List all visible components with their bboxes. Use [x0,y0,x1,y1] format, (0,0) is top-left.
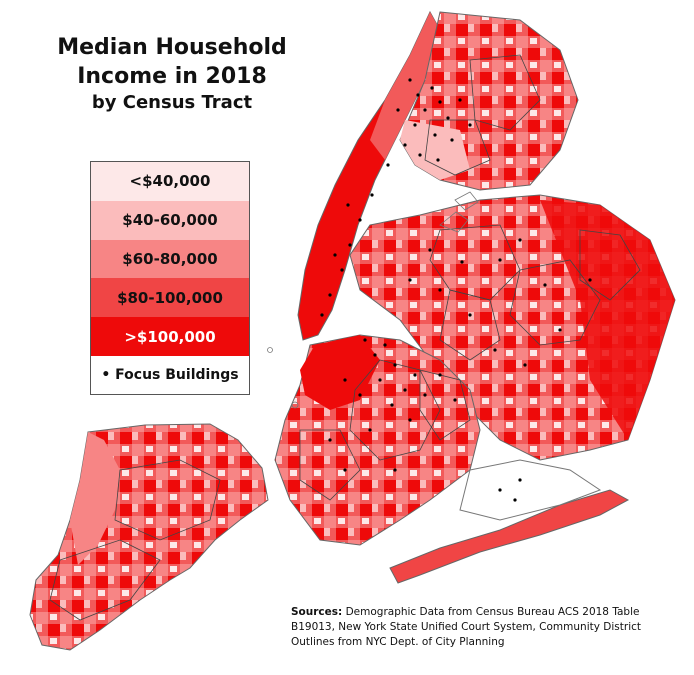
community-district-outlines [49,54,641,621]
legend-item-under-40k: <$40,000 [91,162,249,201]
legend-label: >$100,000 [124,327,216,346]
rockaway [389,489,630,584]
staten-island [29,423,269,651]
title-line-1: Median Household [57,35,287,60]
title-line-2: Income in 2018 [77,64,267,89]
legend-label: $40-60,000 [122,211,218,230]
jamaica-bay [459,459,602,521]
legend-item-over-100k: >$100,000 [91,317,249,356]
upper-manhattan [370,12,440,160]
legend-label: • Focus Buildings [101,367,239,384]
small-islands [267,191,479,409]
legend-label: <$40,000 [129,172,211,191]
legend-item-60-80k: $60-80,000 [91,239,249,279]
map-title: Median Household Income in 2018 by Censu… [30,33,314,115]
legend-item-40-60k: $40-60,000 [91,200,249,240]
legend-item-80-100k: $80-100,000 [91,278,249,318]
legend-label: $60-80,000 [122,249,218,268]
legend-item-focus-buildings: • Focus Buildings [91,356,249,395]
legend: <$40,000 $40-60,000 $60-80,000 $80-100,0… [90,161,250,395]
sources-note: Sources: Demographic Data from Census Bu… [291,605,681,650]
brooklyn-north [300,335,380,410]
sources-text: Demographic Data from Census Bureau ACS … [291,606,641,648]
legend-label: $80-100,000 [117,288,223,307]
queens-east [540,200,675,440]
sources-heading: Sources: [291,606,343,618]
bronx-south [400,120,470,180]
staten-island-west-shore [70,432,120,565]
focus-buildings [320,78,592,502]
title-subtitle: by Census Tract [91,92,253,113]
